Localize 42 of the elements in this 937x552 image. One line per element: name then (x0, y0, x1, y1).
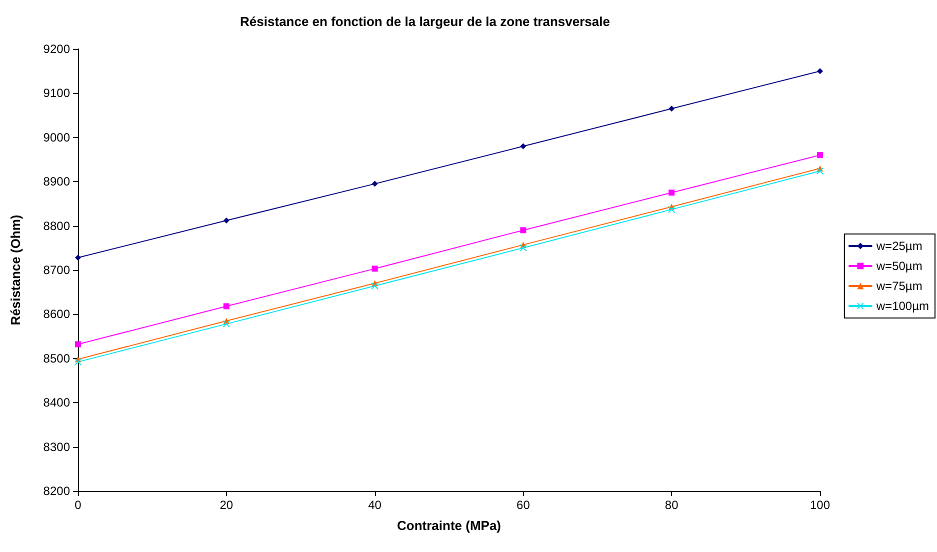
point (372, 266, 378, 272)
point (222, 320, 230, 328)
point (520, 227, 526, 234)
legend-label: w=50µm (875, 259, 922, 273)
point (223, 303, 230, 310)
legend-label: w=75µm (875, 279, 922, 293)
y-tick-label: 9000 (43, 130, 70, 144)
point (668, 206, 676, 213)
point (668, 190, 675, 196)
x-tick-label: 100 (810, 498, 830, 512)
y-tick-label: 8500 (43, 351, 70, 366)
point (668, 106, 675, 112)
x-tick-label: 40 (368, 498, 382, 512)
point (817, 68, 823, 74)
x-tick-label: 20 (220, 498, 234, 512)
point (75, 341, 81, 348)
y-axis-title: Résistance (Ohm) (8, 214, 23, 326)
point (817, 152, 823, 158)
point (816, 167, 824, 174)
y-tick-label: 8800 (43, 218, 70, 233)
x-tick-label: 80 (664, 498, 679, 512)
x-tick-label: 0 (74, 498, 82, 512)
point (74, 358, 82, 366)
point (223, 217, 230, 224)
point (520, 244, 527, 252)
point (371, 282, 378, 290)
chart-title: Résistance en fonction de la largeur de la zone transversale (240, 14, 610, 29)
point (372, 180, 378, 187)
y-tick-label: 8700 (43, 263, 70, 277)
point (75, 254, 81, 261)
x-axis-title: Contrainte (MPa) (397, 518, 501, 533)
y-tick-label: 9200 (43, 42, 70, 56)
y-tick-label: 8600 (43, 307, 70, 322)
y-tick-label: 9100 (43, 86, 70, 100)
point (520, 143, 526, 150)
y-tick-label: 8900 (43, 174, 70, 189)
y-tick-label: 8300 (43, 440, 70, 454)
legend-label: w=100µm (875, 299, 930, 313)
x-tick-label: 60 (516, 498, 530, 512)
legend-label: w=25µm (875, 239, 922, 253)
y-tick-label: 8200 (43, 484, 70, 498)
y-tick-label: 8400 (43, 396, 70, 410)
